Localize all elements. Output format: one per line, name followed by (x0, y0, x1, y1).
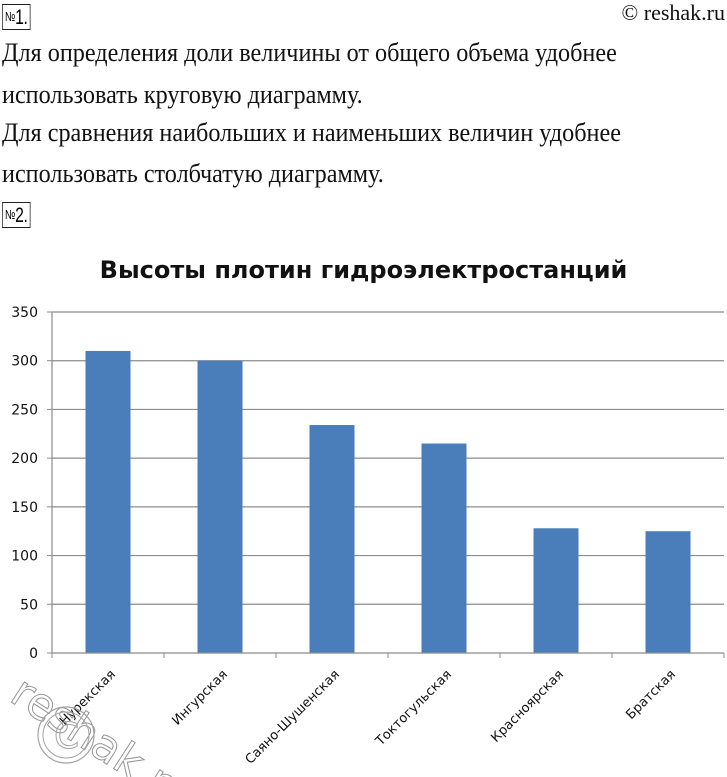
y-tick-label: 300 (11, 354, 38, 370)
task-1-label-prefix: № (5, 9, 16, 24)
chart-title: Высоты плотин гидроэлектростанций (99, 256, 628, 284)
x-category-label: Ингурская (169, 667, 230, 728)
task-1-line-2: использовать круговую диаграмму. (2, 80, 363, 109)
watermark-copyright-circle-inner (42, 711, 90, 759)
y-tick-label: 100 (11, 549, 38, 565)
bar-4 (421, 443, 467, 653)
y-tick-label: 250 (11, 402, 38, 418)
bar-3 (309, 425, 355, 653)
task-2-label-number: 2. (15, 204, 28, 227)
bar-1 (85, 350, 131, 653)
bar-5 (533, 528, 579, 653)
copyright-notice: © reshak.ru (621, 0, 725, 25)
task-1-line-1: Для определения доли величины от общего … (2, 38, 617, 67)
task-1-line-4: использовать столбчатую диаграмму. (2, 159, 384, 188)
x-category-label: Красноярская (488, 667, 566, 745)
x-category-label: Саяно-Шушенская (243, 667, 343, 767)
task-2-label-prefix: № (5, 207, 16, 222)
y-tick-label: 200 (11, 451, 38, 467)
task-2-label: №2. (2, 202, 31, 228)
y-axis-tick-labels: 0 50 100 150 200 250 300 350 (11, 305, 38, 662)
watermark-copyright-circle (37, 706, 95, 764)
chart-gridlines (47, 311, 724, 654)
task-1-line-3: Для сравнения наибольших и наименьших ве… (2, 118, 621, 147)
x-category-label: Братская (623, 667, 679, 723)
y-tick-label: 0 (29, 646, 38, 662)
x-category-label: Токтогульская (372, 667, 454, 749)
y-tick-label: 350 (11, 305, 38, 321)
chart-bars (85, 350, 691, 653)
watermark-copyright-symbol: C (54, 716, 79, 757)
task-1-label: №1. (2, 4, 31, 30)
y-tick-label: 150 (11, 500, 38, 516)
bar-2 (197, 360, 243, 653)
bar-6 (645, 531, 691, 653)
task-1-label-number: 1. (15, 6, 28, 29)
y-tick-label: 50 (20, 597, 38, 613)
chart-axes (51, 312, 725, 658)
